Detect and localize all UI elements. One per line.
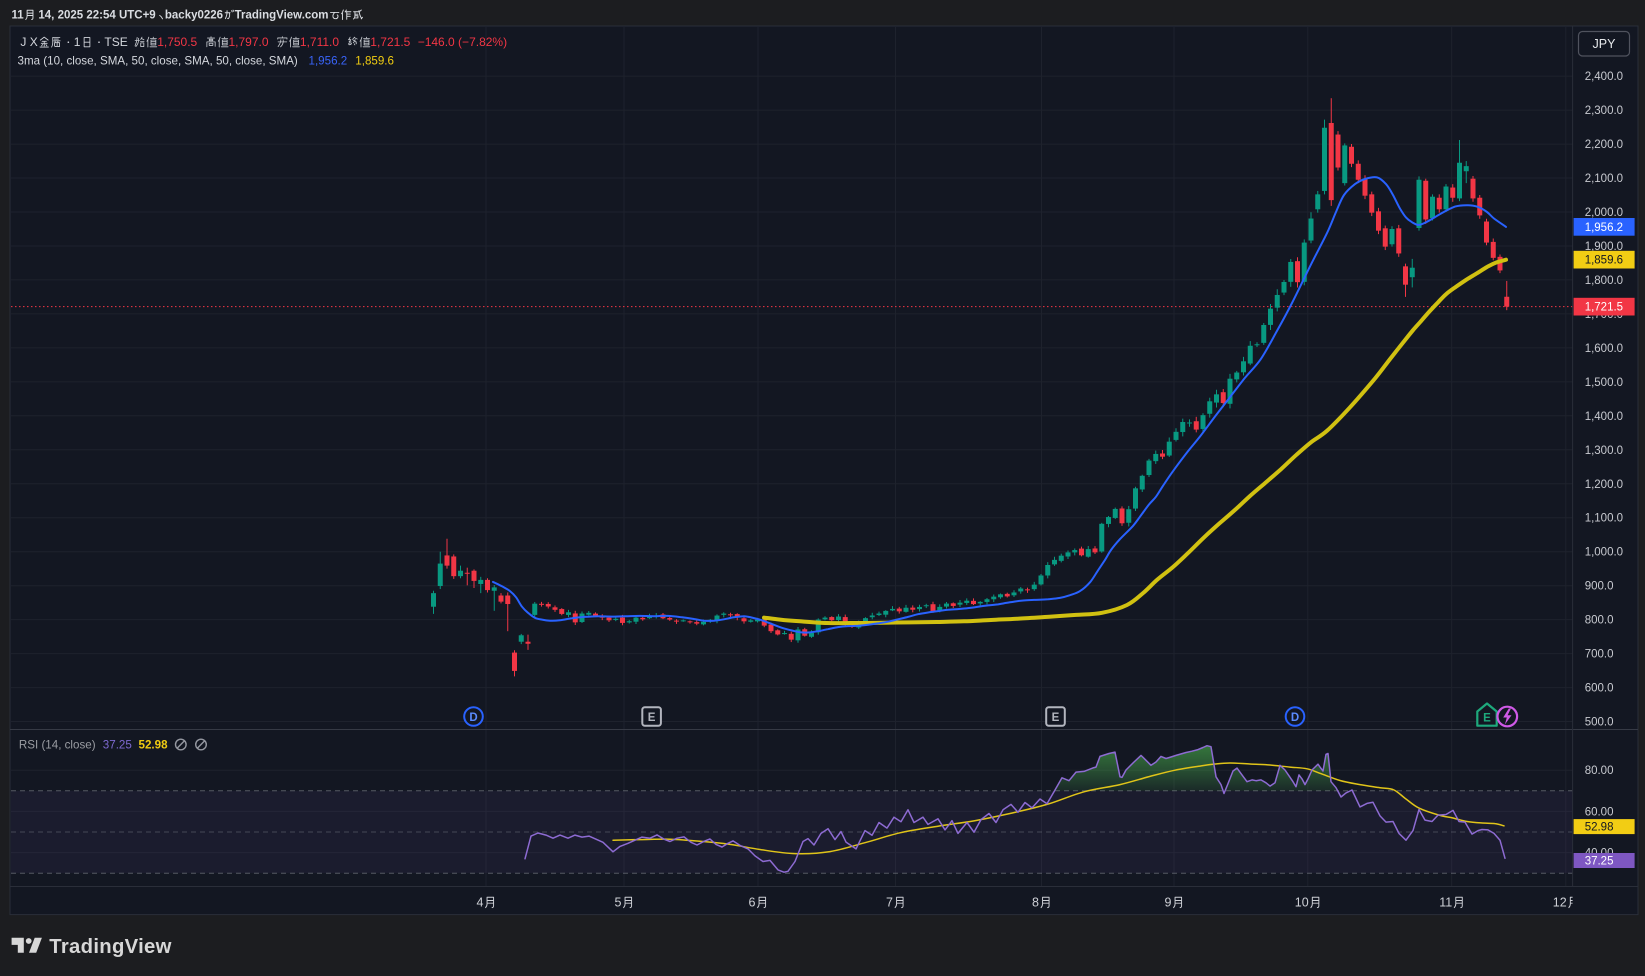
svg-text:600.0: 600.0 xyxy=(1585,683,1614,695)
svg-text:JPY: JPY xyxy=(1593,37,1617,51)
svg-text:2,100.0: 2,100.0 xyxy=(1585,173,1623,185)
svg-text:2,000.0: 2,000.0 xyxy=(1585,207,1623,219)
svg-text:TradingView.com: TradingView.com xyxy=(235,10,329,22)
svg-text:1,797.0: 1,797.0 xyxy=(229,35,269,49)
svg-text:800.0: 800.0 xyxy=(1585,615,1614,627)
svg-text:1: 1 xyxy=(74,35,81,49)
svg-text:D: D xyxy=(469,712,477,724)
svg-text:2,300.0: 2,300.0 xyxy=(1585,105,1623,117)
svg-text:3ma (10, close, SMA, 50, close: 3ma (10, close, SMA, 50, close, SMA, 50,… xyxy=(18,55,298,68)
svg-text:1,711.0: 1,711.0 xyxy=(300,35,339,49)
svg-text:37.25: 37.25 xyxy=(1585,856,1614,868)
svg-text:1,400.0: 1,400.0 xyxy=(1585,411,1623,423)
svg-text:700.0: 700.0 xyxy=(1585,649,1614,661)
svg-text:2,200.0: 2,200.0 xyxy=(1585,139,1623,151)
svg-text:1,721.5: 1,721.5 xyxy=(370,35,410,49)
svg-text:E: E xyxy=(1483,713,1491,725)
svg-text:10: 10 xyxy=(1295,896,1309,910)
svg-text:E: E xyxy=(1052,712,1060,724)
svg-text:1,300.0: 1,300.0 xyxy=(1585,445,1623,457)
svg-text:52.98: 52.98 xyxy=(139,739,169,752)
svg-text:14, 2025 22:54 UTC+9: 14, 2025 22:54 UTC+9 xyxy=(38,10,155,22)
svg-text:52.98: 52.98 xyxy=(1585,822,1614,834)
svg-text:11: 11 xyxy=(12,10,25,22)
svg-text:37.25: 37.25 xyxy=(103,739,132,752)
svg-text:D: D xyxy=(1291,712,1299,724)
svg-text:1,956.2: 1,956.2 xyxy=(309,55,348,68)
svg-text:J X: J X xyxy=(20,35,37,49)
svg-text:1,956.2: 1,956.2 xyxy=(1585,222,1623,234)
svg-text:2,400.0: 2,400.0 xyxy=(1585,71,1623,83)
svg-text:1,900.0: 1,900.0 xyxy=(1585,241,1623,253)
svg-text:900.0: 900.0 xyxy=(1585,581,1614,593)
svg-text:500.0: 500.0 xyxy=(1585,717,1614,729)
svg-text:1,800.0: 1,800.0 xyxy=(1585,275,1623,287)
svg-text:−146.0 (−7.82%): −146.0 (−7.82%) xyxy=(418,35,507,49)
svg-text:TSE: TSE xyxy=(104,35,127,49)
svg-text:6: 6 xyxy=(749,896,756,910)
svg-text:9: 9 xyxy=(1165,896,1172,910)
svg-text:TradingView: TradingView xyxy=(49,936,171,958)
svg-text:1,100.0: 1,100.0 xyxy=(1585,513,1623,525)
svg-text:1,600.0: 1,600.0 xyxy=(1585,343,1623,355)
svg-text:1,500.0: 1,500.0 xyxy=(1585,377,1623,389)
svg-text:5: 5 xyxy=(615,896,622,910)
svg-text:7: 7 xyxy=(886,896,893,910)
svg-text:60.00: 60.00 xyxy=(1585,806,1614,818)
svg-text:E: E xyxy=(648,712,656,724)
svg-text:1,000.0: 1,000.0 xyxy=(1585,547,1623,559)
svg-text:1,859.6: 1,859.6 xyxy=(1585,255,1623,267)
svg-text:RSI (14, close): RSI (14, close) xyxy=(19,739,96,752)
svg-text:12: 12 xyxy=(1553,896,1567,910)
svg-text:11: 11 xyxy=(1439,896,1452,910)
svg-text:1,750.5: 1,750.5 xyxy=(157,35,197,49)
svg-text:4: 4 xyxy=(477,896,484,910)
svg-text:80.00: 80.00 xyxy=(1585,765,1614,777)
svg-text:1,200.0: 1,200.0 xyxy=(1585,479,1623,491)
svg-text:1,859.6: 1,859.6 xyxy=(355,55,394,68)
svg-text:8: 8 xyxy=(1032,896,1039,910)
svg-text:1,721.5: 1,721.5 xyxy=(1585,302,1623,314)
svg-text:backy0226: backy0226 xyxy=(165,10,223,22)
